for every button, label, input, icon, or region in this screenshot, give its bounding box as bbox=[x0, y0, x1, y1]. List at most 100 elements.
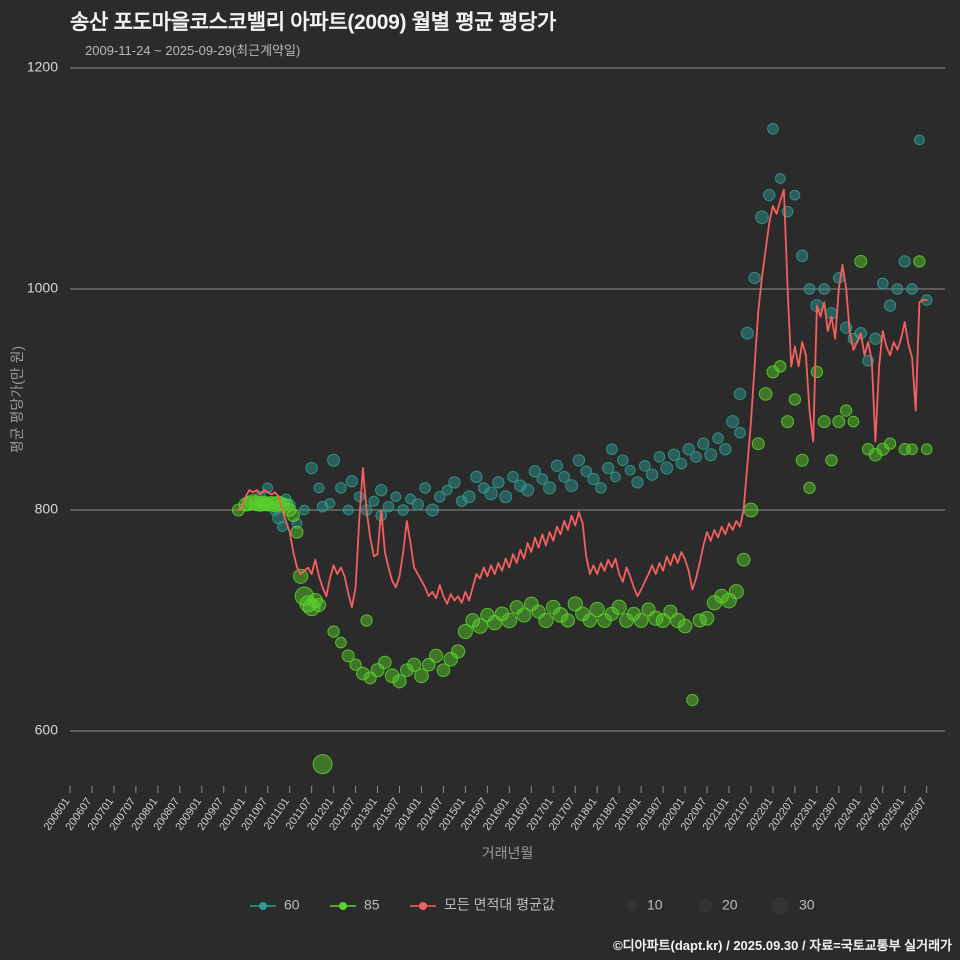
data-bubble bbox=[712, 432, 724, 444]
data-bubble bbox=[624, 464, 636, 476]
legend-item-모든 면적대 평균값[interactable]: 모든 면적대 평균값 bbox=[410, 897, 555, 913]
data-bubble bbox=[382, 500, 395, 513]
data-bubble bbox=[740, 326, 754, 340]
size-legend-bubble bbox=[627, 901, 637, 911]
data-bubble bbox=[686, 693, 699, 707]
data-bubble bbox=[595, 482, 607, 494]
data-bubble bbox=[736, 552, 751, 567]
data-bubble bbox=[587, 472, 600, 486]
data-bubble bbox=[368, 495, 380, 507]
size-legend-label: 20 bbox=[722, 897, 738, 913]
data-bubble bbox=[653, 451, 666, 463]
data-bubble bbox=[726, 415, 740, 429]
data-bubble bbox=[470, 470, 483, 484]
data-bubble bbox=[682, 443, 695, 456]
data-bubble bbox=[728, 584, 744, 600]
legend-label: 85 bbox=[364, 897, 380, 913]
data-bubble bbox=[891, 283, 904, 295]
data-bubble bbox=[606, 443, 618, 456]
data-bubble bbox=[704, 448, 718, 462]
data-bubble bbox=[580, 465, 593, 478]
data-bubble bbox=[521, 483, 535, 497]
legend-item-85[interactable]: 85 bbox=[330, 897, 380, 913]
data-bubble bbox=[876, 277, 889, 290]
data-bubble bbox=[869, 332, 882, 345]
data-bubble bbox=[789, 189, 801, 201]
data-bubble bbox=[441, 484, 453, 496]
average-line bbox=[237, 188, 928, 609]
data-bubble bbox=[384, 668, 400, 684]
series-85 bbox=[231, 254, 933, 775]
size-legend-item-20: 20 bbox=[698, 897, 738, 913]
data-bubble bbox=[345, 475, 359, 488]
size-legend-item-30: 30 bbox=[771, 897, 815, 915]
legend-label: 모든 면적대 평균값 bbox=[444, 897, 555, 913]
data-bubble bbox=[795, 453, 809, 467]
size-legend-bubble bbox=[771, 897, 789, 915]
data-bubble bbox=[883, 437, 897, 450]
data-bubble bbox=[763, 188, 776, 202]
data-bubble bbox=[448, 476, 461, 489]
data-bubble bbox=[558, 471, 571, 483]
data-bubble bbox=[311, 597, 327, 613]
data-bubble bbox=[286, 509, 300, 523]
data-bubble bbox=[788, 393, 802, 406]
y-axis-title: 평균 평당가(만 원) bbox=[9, 346, 25, 453]
legend-label: 60 bbox=[284, 897, 300, 913]
data-bubble bbox=[349, 658, 362, 671]
data-bubble bbox=[550, 459, 564, 472]
data-bubble bbox=[833, 272, 845, 284]
data-bubble bbox=[472, 618, 488, 634]
data-bubble bbox=[774, 173, 786, 184]
data-bubble bbox=[898, 255, 911, 268]
data-bubble bbox=[675, 457, 688, 470]
data-bubble bbox=[425, 503, 439, 517]
data-bubble bbox=[572, 454, 586, 467]
data-bubble bbox=[543, 481, 557, 495]
data-bubble bbox=[536, 473, 549, 485]
data-bubble bbox=[450, 644, 466, 659]
data-bubble bbox=[327, 453, 341, 467]
data-bubble bbox=[617, 454, 629, 467]
data-bubble bbox=[839, 404, 853, 417]
y-axis-tick-label: 800 bbox=[35, 501, 59, 517]
data-bubble bbox=[810, 365, 824, 379]
data-bubble bbox=[341, 649, 355, 663]
data-bubble bbox=[276, 521, 288, 532]
data-bubble bbox=[832, 415, 846, 429]
data-bubble bbox=[803, 481, 816, 495]
data-bubble bbox=[690, 451, 702, 463]
data-bubble bbox=[825, 454, 838, 467]
data-bubble bbox=[733, 387, 747, 401]
y-axis-tick-label: 1200 bbox=[27, 59, 58, 75]
data-bubble bbox=[378, 655, 392, 670]
data-bubble bbox=[755, 210, 769, 224]
x-axis-title: 거래년월 bbox=[482, 845, 534, 861]
size-legend-item-10: 10 bbox=[627, 897, 663, 913]
y-axis-tick-label: 600 bbox=[35, 722, 59, 738]
data-bubble bbox=[305, 461, 318, 475]
data-bubble bbox=[920, 443, 933, 456]
series-60 bbox=[254, 122, 933, 532]
data-bubble bbox=[392, 674, 407, 689]
legend-item-60[interactable]: 60 bbox=[250, 897, 300, 913]
legend-marker-dot bbox=[339, 902, 347, 910]
data-bubble bbox=[796, 249, 809, 263]
data-bubble bbox=[419, 482, 431, 494]
data-bubble bbox=[631, 476, 644, 489]
data-bubble bbox=[906, 283, 918, 295]
data-bubble bbox=[567, 596, 583, 612]
legend-marker-dot bbox=[259, 902, 267, 910]
data-bubble bbox=[660, 461, 674, 475]
data-bubble bbox=[743, 502, 759, 518]
data-bubble bbox=[913, 134, 925, 146]
data-bubble bbox=[375, 483, 388, 497]
data-bubble bbox=[552, 607, 569, 623]
data-bubble bbox=[414, 668, 429, 684]
data-bubble bbox=[611, 599, 627, 615]
data-bubble bbox=[433, 490, 446, 503]
data-bubble bbox=[390, 491, 402, 503]
data-bubble bbox=[854, 254, 868, 268]
data-bubble bbox=[298, 504, 310, 516]
